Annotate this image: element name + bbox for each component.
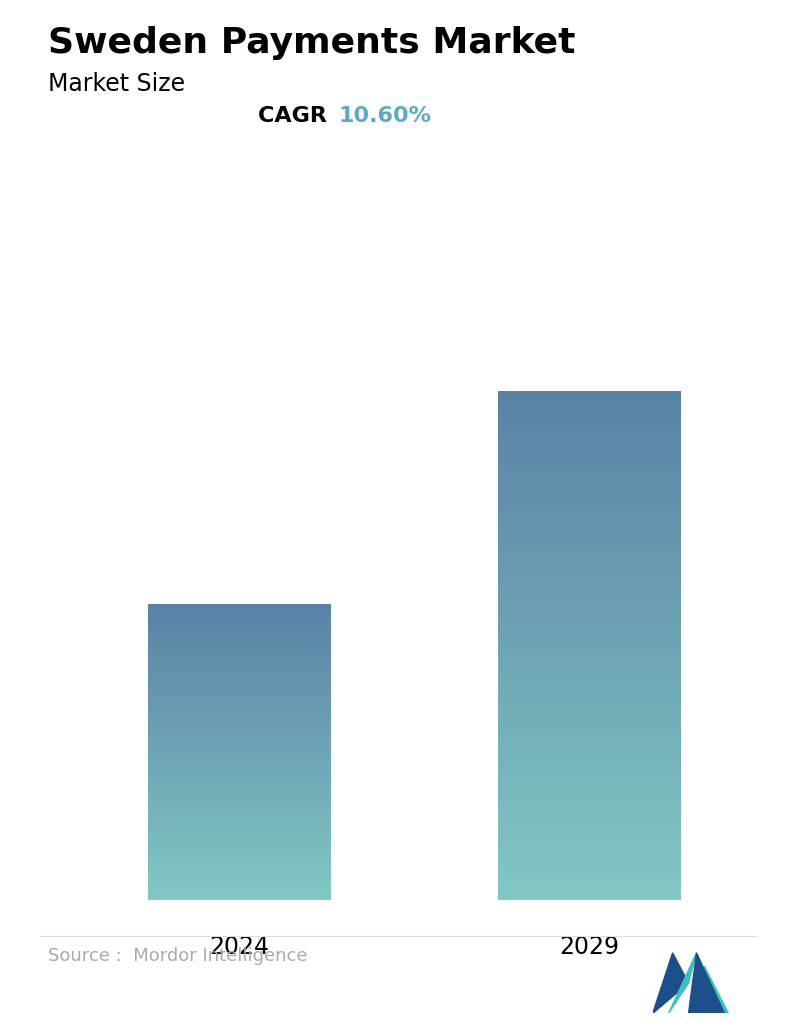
Polygon shape [653,953,689,1013]
Polygon shape [669,953,696,1013]
Text: 10.60%: 10.60% [338,105,431,126]
Text: Market Size: Market Size [48,72,185,96]
Polygon shape [696,966,728,1013]
Text: Source :  Mordor Intelligence: Source : Mordor Intelligence [48,947,307,966]
Polygon shape [689,953,724,1013]
Text: CAGR: CAGR [258,105,334,126]
Text: 2029: 2029 [559,935,619,959]
Text: 2024: 2024 [209,935,269,959]
Text: Sweden Payments Market: Sweden Payments Market [48,26,576,60]
